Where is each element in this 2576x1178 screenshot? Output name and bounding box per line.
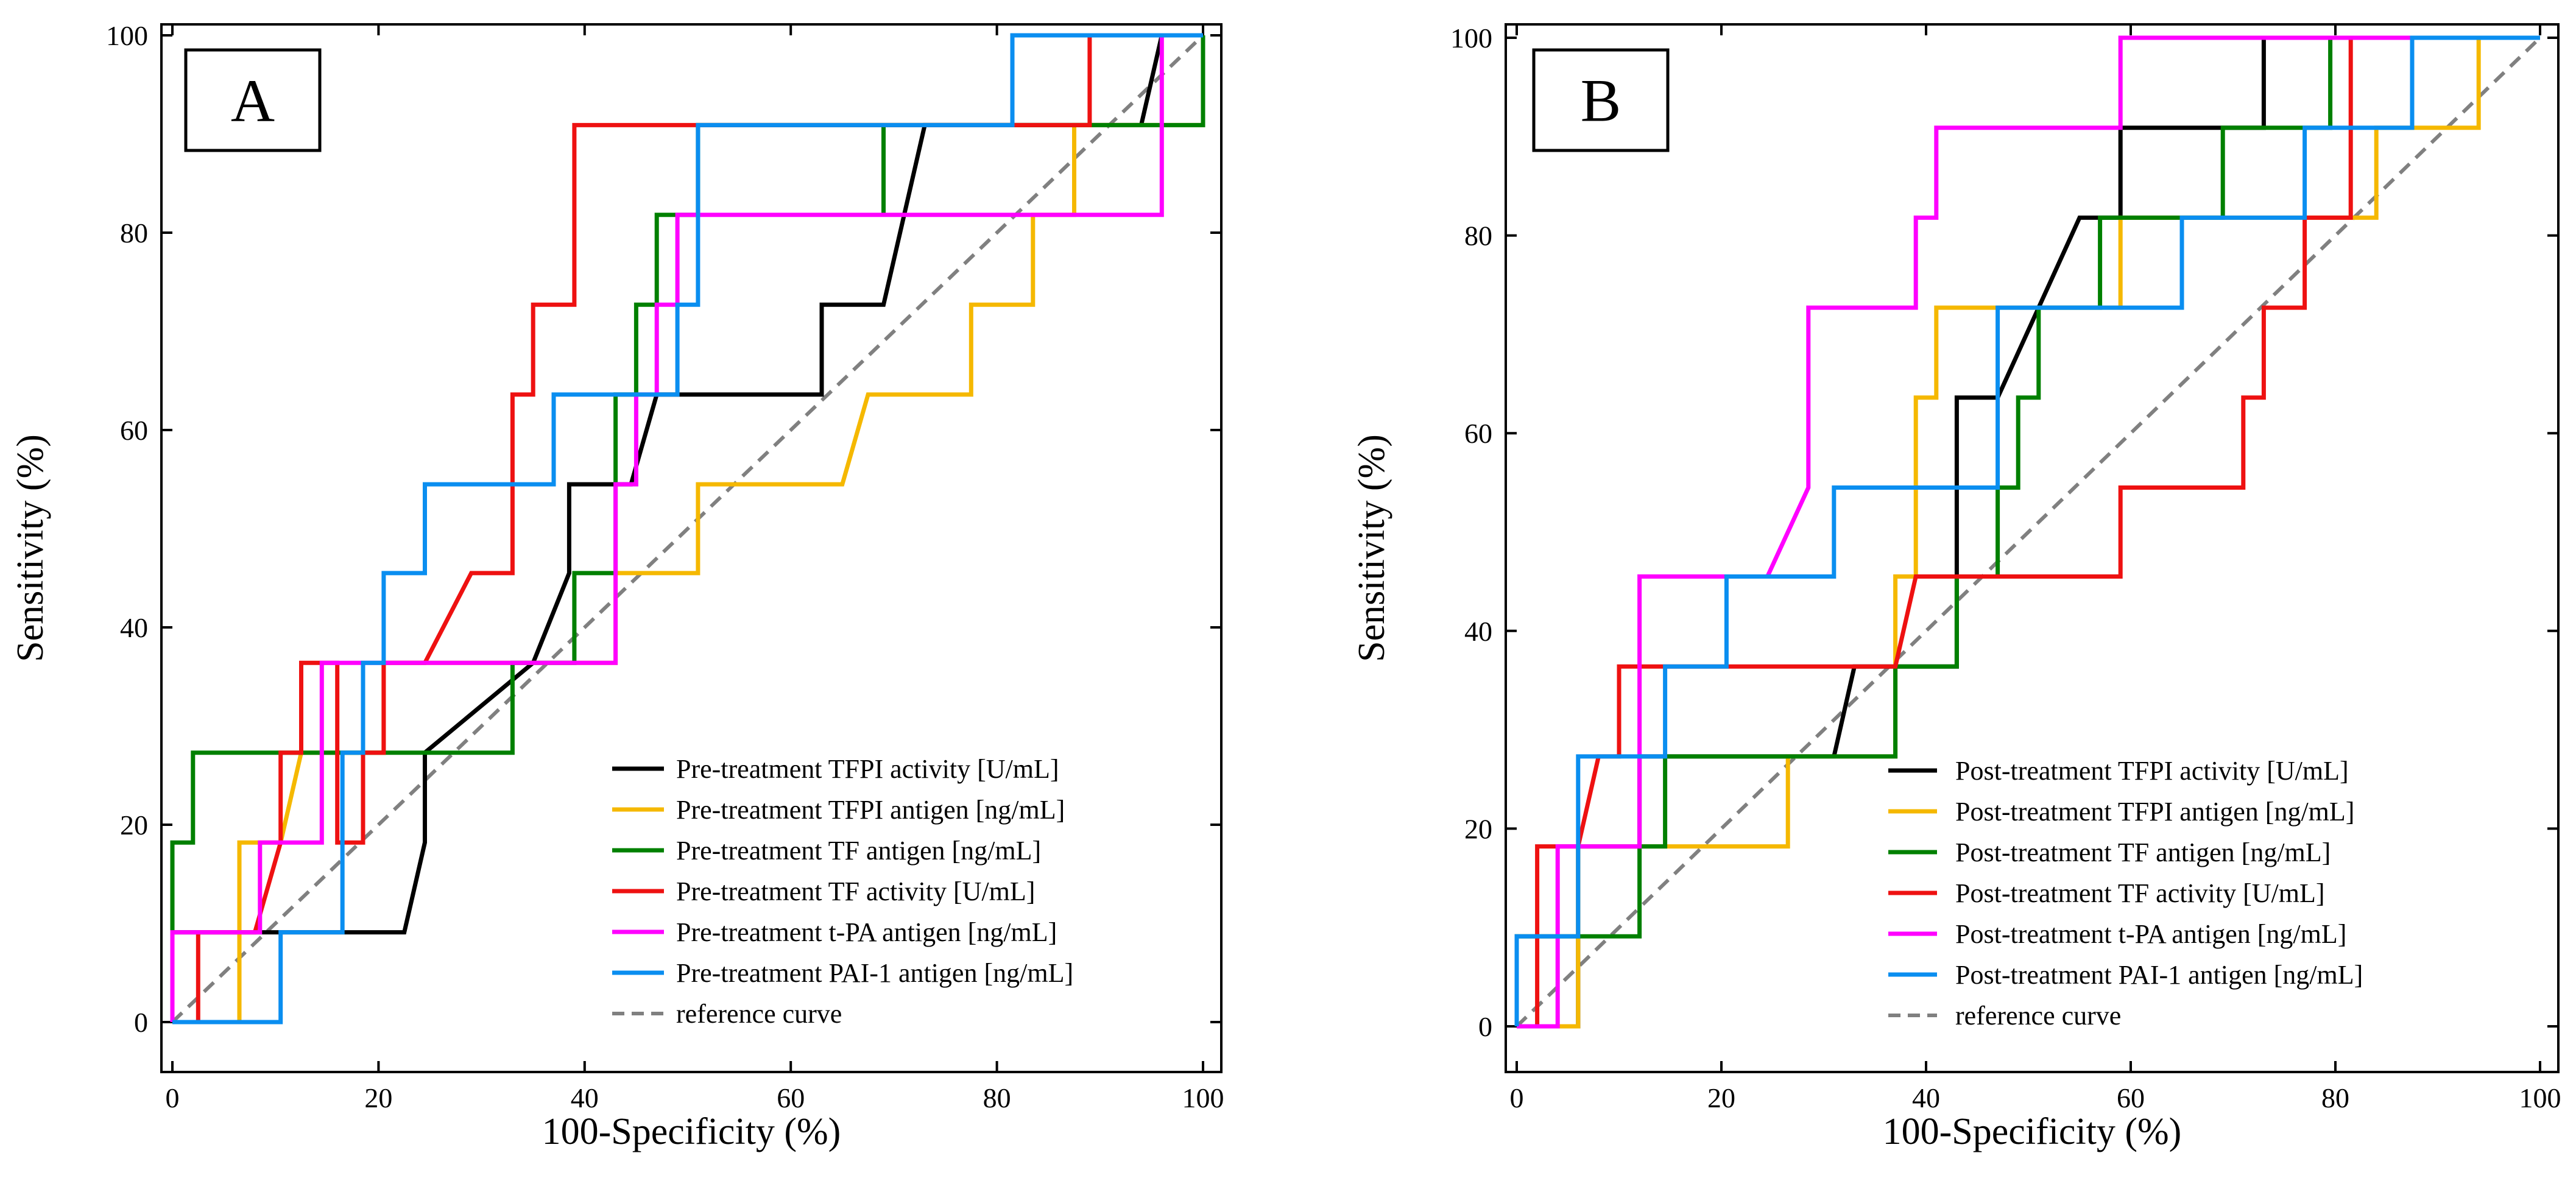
x-tick-label-b: 40	[1912, 1082, 1940, 1113]
legend-label-a-5: Pre-treatment PAI-1 antigen [ng/mL]	[676, 958, 1073, 988]
series-line-a-6	[171, 34, 1205, 1024]
y-tick-label-b: 20	[1464, 813, 1492, 844]
y-tick-label-b: 100	[1450, 23, 1492, 54]
legend-label-b-3: Post-treatment TF activity [U/mL]	[1955, 878, 2325, 908]
x-tick-label-b: 0	[1510, 1082, 1524, 1113]
plot-frame-a	[160, 23, 1223, 1073]
y-axis-label-a: Sensitivity (%)	[10, 434, 51, 662]
legend-label-a-6: reference curve	[676, 999, 842, 1029]
legend-label-a-4: Pre-treatment t-PA antigen [ng/mL]	[676, 917, 1057, 947]
x-tick-label-a: 40	[571, 1082, 599, 1113]
panel-letter-a: A	[231, 67, 275, 135]
y-axis-label-b: Sensitivity (%)	[1351, 434, 1392, 662]
y-tick-label-a: 40	[120, 612, 148, 643]
series-line-b-3	[1517, 35, 2540, 1029]
x-tick-label-b: 60	[2117, 1082, 2145, 1113]
legend-label-b-4: Post-treatment t-PA antigen [ng/mL]	[1955, 919, 2346, 949]
legend-label-b-5: Post-treatment PAI-1 antigen [ng/mL]	[1955, 960, 2363, 990]
x-tick-label-b: 20	[1707, 1082, 1735, 1113]
y-tick-label-b: 0	[1478, 1011, 1492, 1042]
y-tick-label-a: 60	[120, 415, 148, 446]
y-tick-label-a: 100	[106, 20, 148, 51]
y-tick-label-b: 40	[1464, 616, 1492, 647]
legend-label-a-1: Pre-treatment TFPI antigen [ng/mL]	[676, 795, 1065, 825]
x-axis-label-b: 100-Specificity (%)	[1883, 1111, 2182, 1152]
x-tick-label-a: 0	[166, 1082, 180, 1113]
legend-label-a-0: Pre-treatment TFPI activity [U/mL]	[676, 754, 1059, 784]
y-tick-label-b: 80	[1464, 220, 1492, 252]
x-tick-label-a: 20	[364, 1082, 392, 1113]
legend-label-b-1: Post-treatment TFPI antigen [ng/mL]	[1955, 797, 2354, 827]
y-tick-label-a: 20	[120, 809, 148, 841]
plot-frame-b	[1505, 23, 2560, 1073]
legend-label-b-6: reference curve	[1955, 1001, 2121, 1031]
x-axis-label-a: 100-Specificity (%)	[542, 1111, 841, 1152]
y-tick-label-a: 80	[120, 217, 148, 249]
x-tick-label-a: 60	[777, 1082, 805, 1113]
y-tick-label-a: 0	[134, 1007, 148, 1038]
panel-letter-box-b	[1532, 48, 1670, 152]
panel-a: 0 20 40 60 80 100 0 20 40 60 80 100 100-Specificity …	[10, 20, 1224, 1152]
legend-label-a-2: Pre-treatment TF antigen [ng/mL]	[676, 836, 1041, 866]
x-tick-label-a: 100	[1182, 1082, 1224, 1113]
panel-b: 0 20 40 60 80 100 0 20 40 60 80 100 100-Specificity …	[1351, 23, 2561, 1152]
panel-letter-box-a	[184, 48, 322, 152]
panel-letter-b: B	[1581, 67, 1621, 135]
series-line-a-5	[172, 33, 1203, 1025]
series-line-a-4	[170, 33, 1203, 1022]
x-tick-label-b: 80	[2321, 1082, 2349, 1113]
legend-label-a-3: Pre-treatment TF activity [U/mL]	[676, 876, 1035, 906]
legend-label-b-0: Post-treatment TFPI activity [U/mL]	[1955, 756, 2349, 786]
y-tick-label-b: 60	[1464, 418, 1492, 449]
x-tick-label-a: 80	[983, 1082, 1011, 1113]
series-line-b-5	[1514, 35, 2540, 1026]
legend-label-b-2: Post-treatment TF antigen [ng/mL]	[1955, 838, 2331, 867]
x-tick-label-b: 100	[2519, 1082, 2561, 1113]
series-line-b-6	[1515, 36, 2542, 1028]
series-line-b-4	[1517, 35, 2540, 1029]
